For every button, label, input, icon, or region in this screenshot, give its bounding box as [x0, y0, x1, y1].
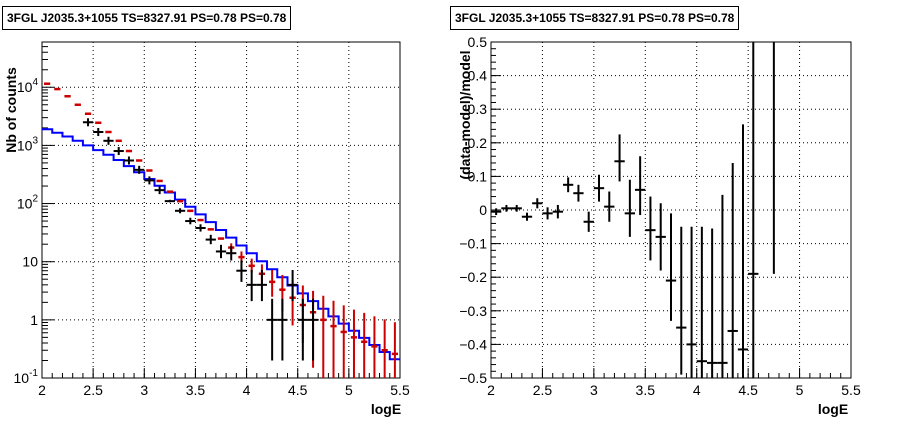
- right-ytick-label: 0.4: [468, 68, 488, 84]
- left-ytick-label: 1: [30, 312, 38, 328]
- left-xtick-label: 3: [140, 382, 148, 398]
- left-xtick-label: 2.5: [83, 382, 103, 398]
- right-xtick-label: 2.5: [533, 382, 553, 398]
- left-xtick-label: 5.5: [390, 382, 410, 398]
- right-ytick-label: 0.3: [468, 101, 488, 117]
- right-xtick-label: 5.5: [841, 382, 861, 398]
- right-xtick-label: 5: [796, 382, 804, 398]
- right-ytick-label: 0: [479, 202, 487, 218]
- right-y-axis-label: (data-model)/model: [457, 50, 473, 179]
- left-plot-frame: [41, 41, 401, 379]
- right-xtick-label: 4: [693, 382, 701, 398]
- left-series-model-line: [42, 128, 400, 361]
- right-chart-title: 3FGL J2035.3+1055 TS=8327.91 PS=0.78 PS=…: [450, 6, 740, 30]
- left-ytick-label: 103: [17, 135, 39, 153]
- right-ytick-label: −0.3: [459, 303, 487, 319]
- left-ytick-label: 10-1: [14, 368, 39, 386]
- left-chart-title: 3FGL J2035.3+1055 TS=8327.91 PS=0.78 PS=…: [2, 6, 292, 30]
- left-xtick-label: 5: [345, 382, 353, 398]
- right-xtick-label: 2: [487, 382, 495, 398]
- right-ytick-label: −0.2: [459, 269, 487, 285]
- left-y-axis-label: Nb of counts: [3, 67, 19, 153]
- left-xtick-label: 4.5: [288, 382, 308, 398]
- left-xtick-label: 4: [243, 382, 251, 398]
- right-xtick-label: 3: [590, 382, 598, 398]
- right-xtick-label: 3.5: [636, 382, 656, 398]
- left-ytick-label: 104: [17, 77, 39, 95]
- right-xtick-label: 4.5: [738, 382, 758, 398]
- left-xtick-label: 2: [38, 382, 46, 398]
- right-ytick-label: 0.2: [468, 135, 488, 151]
- right-ytick-label: 0.1: [468, 168, 488, 184]
- left-ytick-label: 102: [17, 194, 39, 212]
- left-x-axis-label: logE: [371, 401, 401, 417]
- right-ytick-label: 0.5: [468, 34, 488, 50]
- right-ytick-label: −0.5: [459, 370, 487, 386]
- left-ytick-label: 10: [22, 254, 38, 270]
- right-x-axis-label: logE: [818, 401, 848, 417]
- right-ytick-label: −0.4: [459, 336, 487, 352]
- right-ytick-label: −0.1: [459, 236, 487, 252]
- left-xtick-label: 3.5: [186, 382, 206, 398]
